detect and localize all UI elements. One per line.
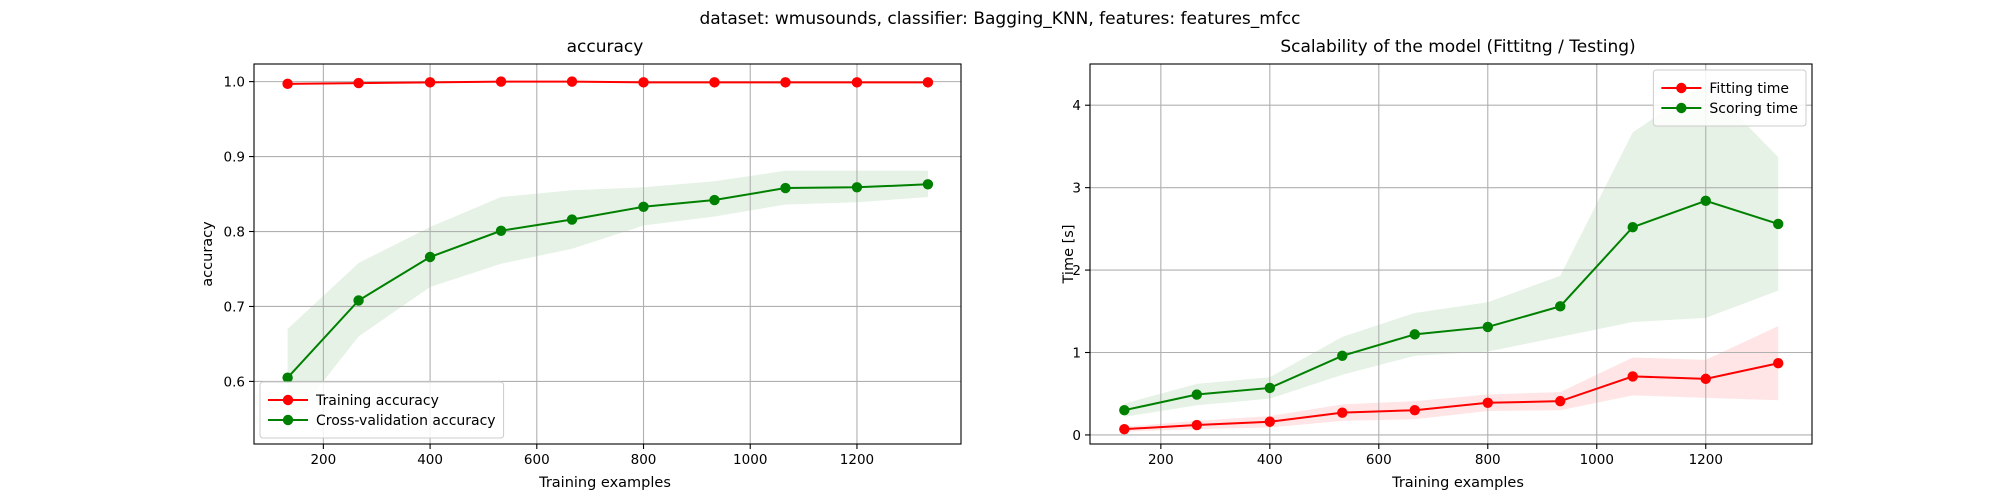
accuracy-axes-frame	[253, 63, 962, 445]
scalability-y-tick-label-2: 2	[1072, 263, 1081, 279]
scalability-series-1-point-3	[1337, 350, 1348, 362]
accuracy-series-1-point-2	[424, 251, 436, 263]
scalability-y-tick-label-4: 4	[1072, 98, 1081, 114]
scalability-y-axis-label: Time [s]	[1061, 225, 1077, 285]
accuracy-legend-marker-0	[282, 394, 294, 406]
accuracy-series-1-point-7	[780, 182, 791, 194]
accuracy-series-1-line	[286, 183, 928, 379]
scalability-legend-marker-1	[1676, 102, 1687, 114]
accuracy-series-1-point-3	[495, 225, 507, 236]
accuracy-x-axis-label: Training examples	[538, 475, 671, 491]
scalability-panel-title: Scalability of the model (Fittitng / Tes…	[1280, 37, 1635, 57]
accuracy-series-1-point-4	[566, 214, 578, 225]
scalability-x-tick-label-5: 1200	[1689, 452, 1723, 468]
accuracy-x-tick-label-5: 1200	[840, 452, 874, 468]
figure-suptitle: dataset: wmusounds, classifier: Bagging_…	[700, 9, 1301, 29]
scalability-series-1-point-5	[1482, 321, 1493, 333]
accuracy-series-1-point-5	[638, 201, 649, 212]
scalability-legend-box	[1652, 69, 1807, 127]
scalability-series-1-point-2	[1264, 382, 1276, 394]
scalability-series-0-band	[1124, 326, 1779, 432]
accuracy-x-tick-label-4: 1000	[733, 452, 767, 468]
accuracy-legend-label-0: Training accuracy	[315, 393, 439, 409]
accuracy-series-0-point-5	[638, 77, 649, 88]
accuracy-series-1-point-8	[851, 182, 863, 193]
scalability-legend-label-0: Fitting time	[1709, 81, 1789, 97]
scalability-series-1-point-1	[1191, 389, 1203, 400]
accuracy-legend-box	[259, 381, 505, 439]
accuracy-series-1-point-6	[709, 194, 720, 206]
scalability-series-1-point-0	[1119, 405, 1130, 416]
scalability-series-1-point-6	[1555, 301, 1566, 312]
accuracy-y-tick-label-2: 0.8	[224, 225, 245, 241]
scalability-series-1-line	[1124, 199, 1779, 412]
accuracy-series-0-point-2	[424, 77, 436, 88]
accuracy-x-tick-label-3: 800	[631, 452, 657, 468]
scalability-x-tick-label-1: 400	[1257, 452, 1283, 468]
scalability-series-1-point-4	[1409, 329, 1420, 340]
accuracy-series-1-band	[287, 170, 928, 427]
scalability-x-tick-label-0: 200	[1148, 452, 1174, 468]
accuracy-panel-title: accuracy	[567, 37, 644, 57]
scalability-x-axis-label: Training examples	[1391, 475, 1524, 491]
accuracy-series-0-point-8	[851, 77, 863, 88]
accuracy-y-tick-label-1: 0.7	[224, 299, 245, 315]
accuracy-panel: accuracy Training examples accuracy 200 4…	[200, 37, 962, 491]
accuracy-y-tick-label-4: 1.0	[224, 75, 245, 91]
scalability-legend-label-1: Scoring time	[1709, 101, 1798, 117]
accuracy-series-0-point-7	[780, 77, 791, 88]
scalability-series-0-point-4	[1409, 405, 1420, 416]
accuracy-y-tick-label-3: 0.9	[224, 150, 245, 166]
accuracy-series-1-point-1	[353, 295, 364, 306]
scalability-y-tick-label-0: 0	[1072, 428, 1081, 444]
accuracy-series-0-line	[287, 80, 928, 85]
scalability-series-0-point-7	[1627, 371, 1638, 382]
accuracy-series-1-point-9	[922, 179, 934, 190]
scalability-series-1-point-7	[1627, 222, 1638, 233]
scalability-panel: Scalability of the model (Fittitng / Tes…	[1061, 37, 1813, 491]
accuracy-legend-label-1: Cross-validation accuracy	[316, 413, 496, 429]
scalability-series-0-point-3	[1337, 407, 1348, 418]
accuracy-x-tick-label-2: 600	[524, 452, 550, 468]
scalability-x-tick-label-3: 800	[1475, 452, 1501, 468]
scalability-x-tick-label-2: 600	[1366, 452, 1392, 468]
accuracy-grid	[254, 64, 961, 444]
scalability-axes-frame	[1089, 63, 1813, 445]
scalability-series-0-point-5	[1482, 397, 1493, 408]
scalability-grid	[1090, 64, 1812, 444]
accuracy-y-tick-label-0: 0.6	[224, 374, 245, 390]
accuracy-series-0-point-1	[353, 77, 364, 89]
scalability-series-0-point-1	[1191, 419, 1203, 431]
accuracy-x-tick-label-0: 200	[310, 452, 336, 468]
accuracy-series-0-point-0	[282, 78, 293, 90]
scalability-series-0-point-0	[1119, 423, 1130, 435]
scalability-series-0-point-8	[1700, 373, 1711, 385]
accuracy-series-1-point-0	[282, 372, 293, 383]
accuracy-y-axis-label: accuracy	[200, 221, 216, 287]
accuracy-series-0-point-6	[709, 77, 720, 88]
scalability-y-tick-label-1: 1	[1072, 346, 1081, 362]
scalability-series-1-point-8	[1700, 195, 1711, 207]
accuracy-series-0-point-4	[566, 76, 578, 87]
scalability-series-0-point-2	[1264, 416, 1276, 427]
scalability-series-0-point-6	[1555, 395, 1566, 407]
scalability-x-tick-label-4: 1000	[1580, 452, 1614, 468]
scalability-legend: Fitting time Scoring time	[1652, 69, 1807, 127]
scalability-series-0-line	[1124, 362, 1779, 431]
scalability-series-0-point-9	[1773, 358, 1784, 369]
accuracy-legend: Training accuracy Cross-validation accura…	[259, 381, 505, 439]
accuracy-legend-marker-1	[282, 414, 294, 426]
scalability-y-tick-label-3: 3	[1072, 181, 1081, 197]
accuracy-series-0-point-3	[495, 76, 507, 87]
scalability-legend-marker-0	[1676, 82, 1687, 94]
scalability-series-1-point-9	[1773, 218, 1784, 230]
accuracy-series-0-point-9	[922, 77, 934, 88]
accuracy-x-tick-label-1: 400	[417, 452, 443, 468]
